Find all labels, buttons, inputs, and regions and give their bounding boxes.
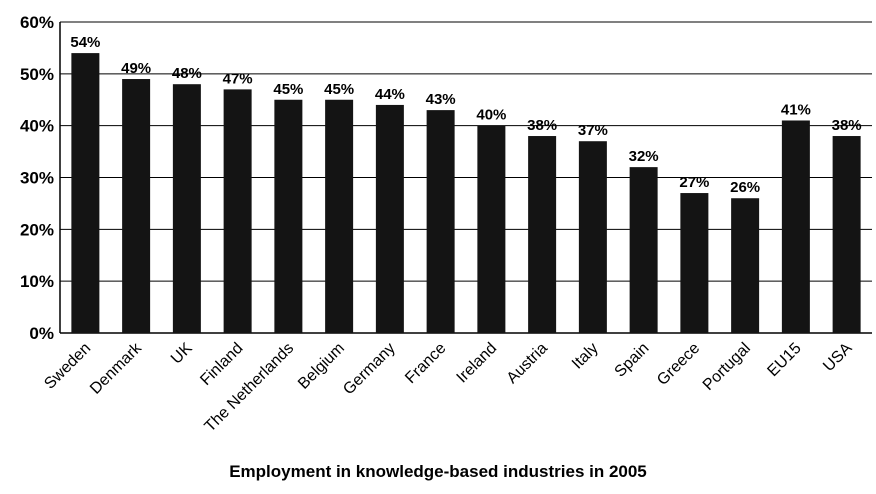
- y-tick-label: 20%: [20, 220, 54, 239]
- chart-title: Employment in knowledge-based industries…: [229, 462, 647, 481]
- category-label: Greece: [654, 340, 703, 389]
- bar: [731, 198, 760, 333]
- bar: [426, 110, 455, 333]
- category-label: Portugal: [700, 340, 754, 394]
- data-label: 48%: [172, 65, 202, 82]
- bar: [578, 141, 607, 333]
- category-label: Belgium: [295, 340, 348, 393]
- category-label: EU15: [764, 340, 804, 380]
- data-label: 49%: [121, 60, 151, 77]
- category-label: Finland: [197, 340, 246, 389]
- category-label: Sweden: [41, 340, 94, 393]
- bar: [172, 84, 201, 333]
- bar: [223, 89, 252, 333]
- y-tick-label: 60%: [20, 13, 54, 32]
- category-label: Austria: [504, 340, 551, 387]
- y-axis-ticks: 0% 10% 20% 30% 40% 50% 60%: [20, 13, 54, 343]
- data-label: 54%: [70, 34, 100, 51]
- data-label: 45%: [273, 81, 303, 98]
- data-label: 40%: [476, 107, 506, 124]
- data-label: 38%: [527, 117, 557, 134]
- data-labels: 54% 49% 48% 47% 45% 45% 44% 43% 40% 38% 37% 32% 27% 2…: [70, 34, 861, 196]
- category-label: USA: [820, 340, 856, 376]
- bar: [375, 104, 404, 333]
- category-label: Ireland: [454, 340, 501, 387]
- bar: [832, 136, 861, 333]
- bar: [629, 167, 658, 333]
- category-label: Italy: [569, 340, 602, 373]
- data-label: 37%: [578, 122, 608, 139]
- y-tick-label: 40%: [20, 117, 54, 136]
- data-label: 43%: [426, 91, 456, 108]
- data-label: 44%: [375, 86, 405, 103]
- data-label: 26%: [730, 179, 760, 196]
- category-label: The Netherlands: [202, 340, 298, 436]
- bar: [71, 53, 100, 333]
- category-label: Denmark: [87, 339, 146, 398]
- y-tick-label: 50%: [20, 65, 54, 84]
- data-label: 41%: [781, 101, 811, 118]
- bars: [71, 53, 861, 334]
- data-label: 47%: [223, 70, 253, 87]
- category-label: Spain: [611, 340, 652, 381]
- data-label: 27%: [679, 174, 709, 191]
- data-label: 32%: [629, 148, 659, 165]
- bar: [122, 79, 151, 334]
- bar: [680, 193, 709, 333]
- category-label: Germany: [340, 340, 399, 399]
- y-tick-label: 30%: [20, 169, 54, 188]
- bar: [781, 120, 810, 333]
- bar: [325, 99, 354, 333]
- bar: [274, 99, 303, 333]
- y-tick-label: 10%: [20, 272, 54, 291]
- bar: [528, 136, 557, 333]
- category-label: UK: [168, 340, 196, 368]
- bar: [477, 125, 506, 334]
- y-tick-label: 0%: [29, 324, 54, 343]
- data-label: 38%: [832, 117, 862, 134]
- category-label: France: [402, 340, 449, 387]
- data-label: 45%: [324, 81, 354, 98]
